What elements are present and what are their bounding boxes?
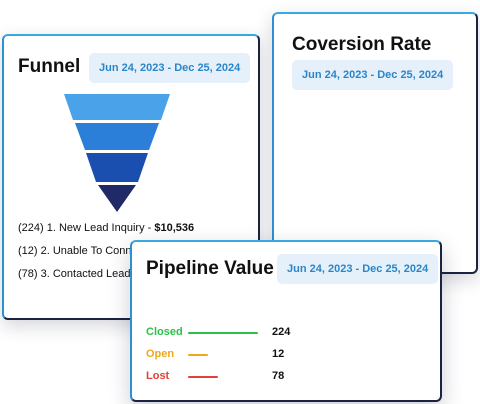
legend-line-closed bbox=[188, 332, 258, 334]
conversion-rate-card: Coversion Rate Jun 24, 2023 - Dec 25, 20… bbox=[272, 12, 478, 274]
funnel-stage-label: (224) 1. New Lead Inquiry - bbox=[18, 222, 155, 234]
funnel-stage-label: (78) 3. Contacted Lead bbox=[18, 268, 131, 280]
legend-row-closed: Closed 224 bbox=[146, 324, 436, 346]
funnel-stage-item[interactable]: (78) 3. Contacted Lead bbox=[18, 268, 258, 291]
pipeline-legend: Closed 224 Open 12 Lost 78 bbox=[146, 324, 436, 390]
legend-value-open: 12 bbox=[272, 348, 285, 360]
pipeline-value-card: Pipeline Value Jun 24, 2023 - Dec 25, 20… bbox=[130, 240, 442, 402]
legend-label-lost: Lost bbox=[146, 370, 170, 382]
funnel-title: Funnel bbox=[18, 56, 81, 77]
funnel-stage-item[interactable]: (12) 2. Unable To Conne bbox=[18, 245, 258, 268]
legend-value-closed: 224 bbox=[272, 326, 291, 338]
funnel-stage-amount: $10,536 bbox=[154, 222, 195, 234]
funnel-stage-3 bbox=[86, 153, 148, 182]
funnel-stage-1 bbox=[64, 94, 170, 120]
funnel-stage-4 bbox=[98, 185, 136, 212]
legend-value-lost: 78 bbox=[272, 370, 285, 382]
funnel-stage-label: (12) 2. Unable To Conne bbox=[18, 245, 138, 257]
legend-label-open: Open bbox=[146, 348, 175, 360]
funnel-stage-list: (224) 1. New Lead Inquiry - $10,536 (12)… bbox=[18, 222, 258, 291]
funnel-card: Funnel Jun 24, 2023 - Dec 25, 2024 (224)… bbox=[2, 34, 260, 320]
legend-row-open: Open 12 bbox=[146, 346, 436, 368]
legend-label-closed: Closed bbox=[146, 326, 183, 338]
legend-line-open bbox=[188, 354, 208, 356]
funnel-date-range-badge[interactable]: Jun 24, 2023 - Dec 25, 2024 bbox=[89, 53, 251, 83]
pipeline-date-range-badge[interactable]: Jun 24, 2023 - Dec 25, 2024 bbox=[277, 254, 439, 284]
conversion-date-range-badge[interactable]: Jun 24, 2023 - Dec 25, 2024 bbox=[292, 60, 454, 90]
funnel-chart bbox=[64, 94, 170, 212]
funnel-stage-2 bbox=[75, 123, 159, 150]
conversion-rate-title: Coversion Rate bbox=[292, 34, 432, 55]
legend-line-lost bbox=[188, 376, 218, 378]
funnel-stage-item[interactable]: (224) 1. New Lead Inquiry - $10,536 bbox=[18, 222, 258, 245]
legend-row-lost: Lost 78 bbox=[146, 368, 436, 390]
pipeline-value-title: Pipeline Value bbox=[146, 258, 274, 279]
